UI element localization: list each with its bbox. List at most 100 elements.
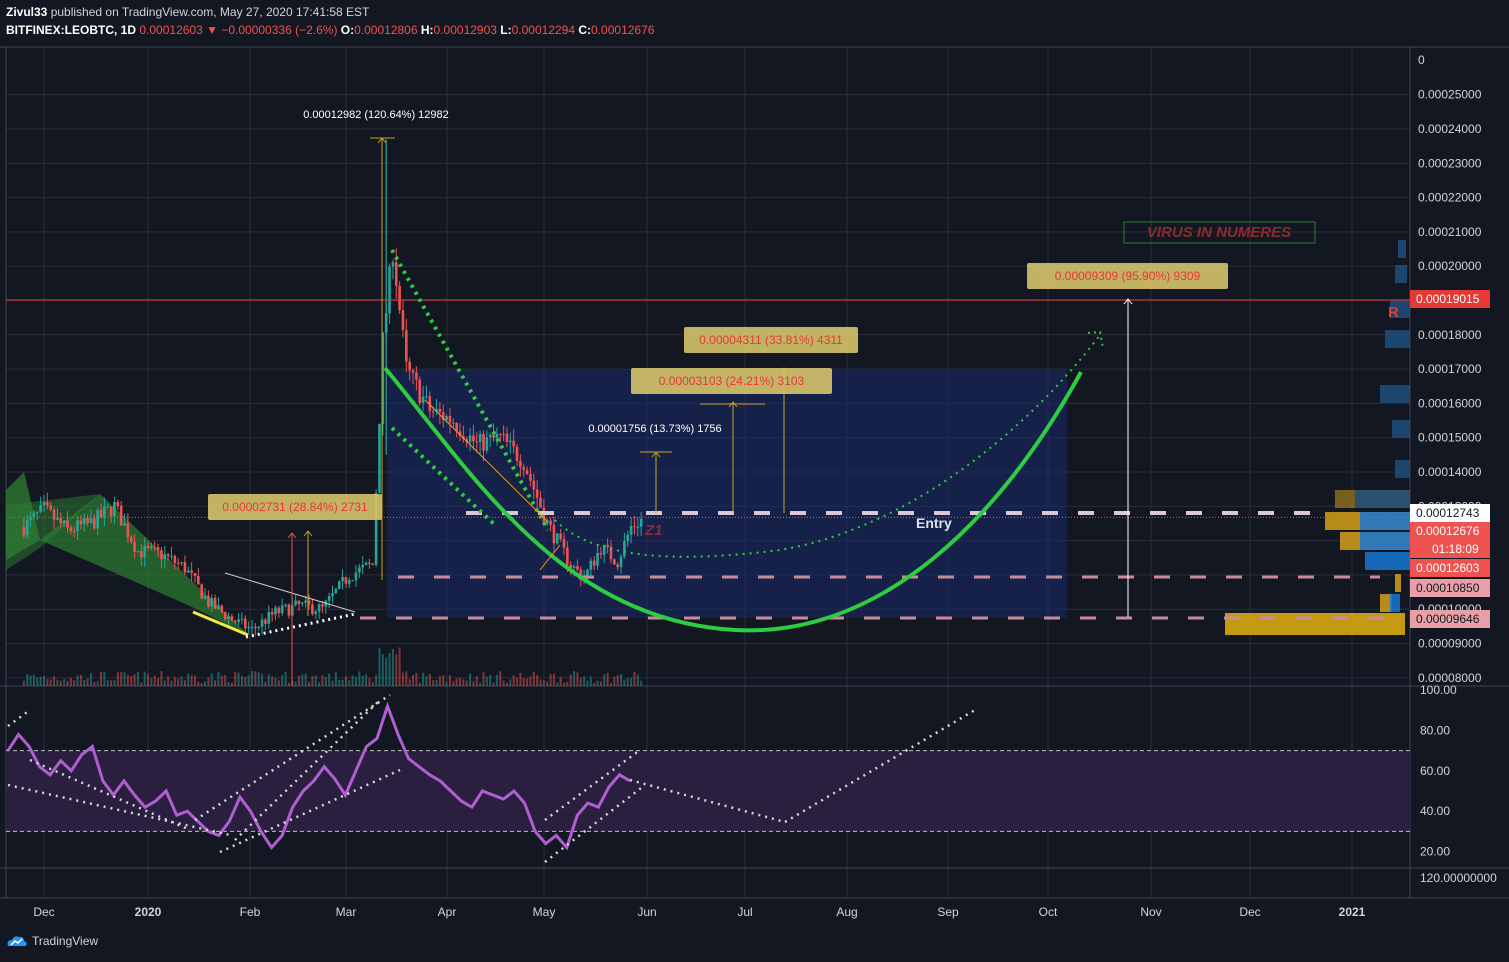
volume-bar: [301, 674, 304, 686]
volume-bar: [365, 674, 368, 686]
candle-body: [515, 446, 519, 461]
volume-bar: [563, 682, 565, 686]
candle-body: [495, 433, 499, 438]
volume-profile-bar: [1380, 594, 1392, 612]
rsi-tick-label: 40.00: [1420, 804, 1450, 818]
resistance-marker: R: [1388, 304, 1399, 321]
candle-body: [408, 361, 411, 371]
volume-bar: [505, 682, 508, 686]
candles: [22, 139, 643, 636]
open-label: O:: [340, 23, 355, 37]
volume-bar: [371, 682, 374, 686]
candle-body: [314, 611, 318, 614]
candle-body: [123, 523, 126, 526]
candle-body: [344, 576, 348, 584]
volume-bar: [103, 672, 106, 686]
volume-bar: [559, 676, 562, 686]
rsi-trend-line: [629, 778, 786, 824]
candle-body: [223, 612, 227, 620]
volume-bar: [509, 679, 512, 686]
candle-body: [599, 552, 603, 555]
volume-bar: [120, 672, 123, 686]
volume-bar: [257, 672, 260, 686]
time-tick-label: Sep: [937, 905, 959, 919]
price-tag-bg: [1410, 504, 1490, 522]
price-tick-label: 0.00014000: [1418, 465, 1482, 479]
candle-body: [334, 588, 338, 594]
measure-label-3: 0.00003103 (24.21%) 3103: [659, 374, 805, 388]
candle-body: [626, 534, 630, 542]
symbol-label[interactable]: BITFINEX:LEOBTC, 1D: [6, 23, 137, 37]
candle-body: [492, 434, 495, 438]
candle-body: [368, 562, 371, 564]
tradingview-brand: TradingView: [32, 934, 99, 948]
volume-bar: [566, 681, 569, 686]
volume-bar: [489, 674, 492, 686]
volume-bar: [516, 677, 519, 686]
time-tick-label: May: [533, 905, 556, 919]
candle-body: [301, 602, 304, 605]
candle-body: [237, 619, 240, 623]
rsi-tick-label: 20.00: [1420, 845, 1450, 859]
volume-bar: [391, 648, 394, 686]
volume-bar: [56, 679, 59, 686]
time-tick-label: Mar: [336, 905, 357, 919]
author-name[interactable]: Zivul33: [6, 5, 48, 19]
downtrend-line: [390, 249, 550, 531]
rsi-trend-line: [784, 708, 976, 824]
candle-body: [455, 422, 458, 432]
volume-bar: [633, 671, 636, 686]
price-tick-label: 0.00018000: [1418, 328, 1482, 342]
z1-label: Z1: [644, 522, 663, 539]
volume-bar: [626, 678, 629, 686]
projection-curve: [554, 334, 1101, 558]
candle-body: [297, 600, 301, 605]
candle-body: [542, 507, 546, 523]
candle-body: [428, 396, 432, 412]
volume-bar: [264, 681, 267, 686]
price-tag-bg: [1410, 522, 1490, 540]
volume-bar: [153, 675, 156, 686]
candle-body: [267, 611, 271, 624]
candle-body: [398, 285, 401, 311]
candle-body: [472, 435, 475, 442]
volume-bar: [385, 657, 388, 686]
volume-bar: [355, 676, 357, 686]
volume-bar: [455, 678, 458, 686]
triangle-resistance-line: [224, 572, 356, 613]
candle-body: [119, 505, 123, 526]
volume-bar: [79, 674, 82, 686]
volume-bar: [465, 680, 468, 686]
candle-body: [351, 580, 354, 582]
price-tick-label: 0.00020000: [1418, 259, 1482, 273]
volume-bar: [113, 680, 116, 686]
price-tag-bg: [1410, 559, 1490, 577]
volume-bar: [136, 671, 139, 686]
volume-bar: [358, 671, 361, 686]
candle-body: [180, 562, 183, 564]
volume-bar: [49, 679, 52, 686]
candle-body: [79, 520, 83, 525]
volume-bar: [630, 678, 633, 686]
candle-body: [441, 412, 445, 421]
candle-body: [586, 569, 589, 579]
candle-body: [337, 581, 341, 589]
candle-body: [566, 547, 569, 565]
volume-bar: [281, 674, 284, 686]
tradingview-footer[interactable]: TradingView: [6, 934, 98, 948]
volume-bar: [157, 677, 160, 686]
candle-body: [217, 605, 220, 609]
cup-curve: [383, 366, 1083, 633]
price-tag-bg: [1410, 610, 1490, 628]
candle-body: [482, 434, 485, 451]
volume-bar: [170, 680, 173, 686]
axes: 0.00025000 0.00024000 0.00023000 0.00022000…: [33, 53, 1497, 919]
measure-label-2-bg: [684, 327, 858, 353]
annotation-labels: 0.00012982 (120.64%) 12982 0.00002731 (28…: [208, 109, 1399, 539]
measure-label-top: 0.00012982 (120.64%) 12982: [303, 109, 449, 121]
candle-body: [173, 555, 177, 563]
volume-bar: [378, 647, 381, 686]
price-tick-label: 0.00009000: [1418, 637, 1482, 651]
candle-body: [190, 570, 193, 574]
